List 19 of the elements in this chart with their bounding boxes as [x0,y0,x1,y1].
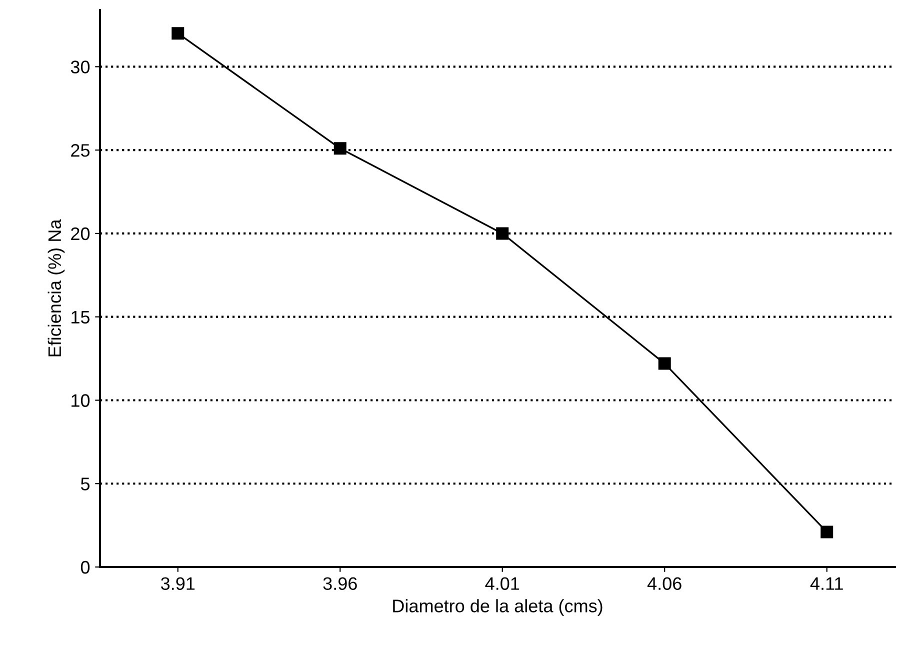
y-tick-label: 30 [70,60,90,74]
point [334,142,346,155]
point [658,357,671,370]
x-axis-title: Diametro de la aleta (cms) [393,599,602,616]
x-tick-label: 4.11 [810,577,843,590]
point [820,526,834,538]
y-tick-label: 15 [72,310,90,324]
y-axis-title: Eficiencia (%) Na [48,219,65,356]
point [172,27,184,40]
x-tick-label: 3.96 [323,577,357,590]
y-tick-label: 10 [72,394,90,407]
y-tick-label: 20 [71,227,90,240]
x-tick-label: 3.91 [160,577,195,590]
point [496,227,509,240]
x-tick-label: 4.01 [485,577,520,590]
y-tick-label: 5 [80,478,90,490]
y-tick-label: 0 [80,560,90,574]
x-tick-label: 4.06 [647,577,682,590]
y-tick-label: 25 [71,144,90,157]
